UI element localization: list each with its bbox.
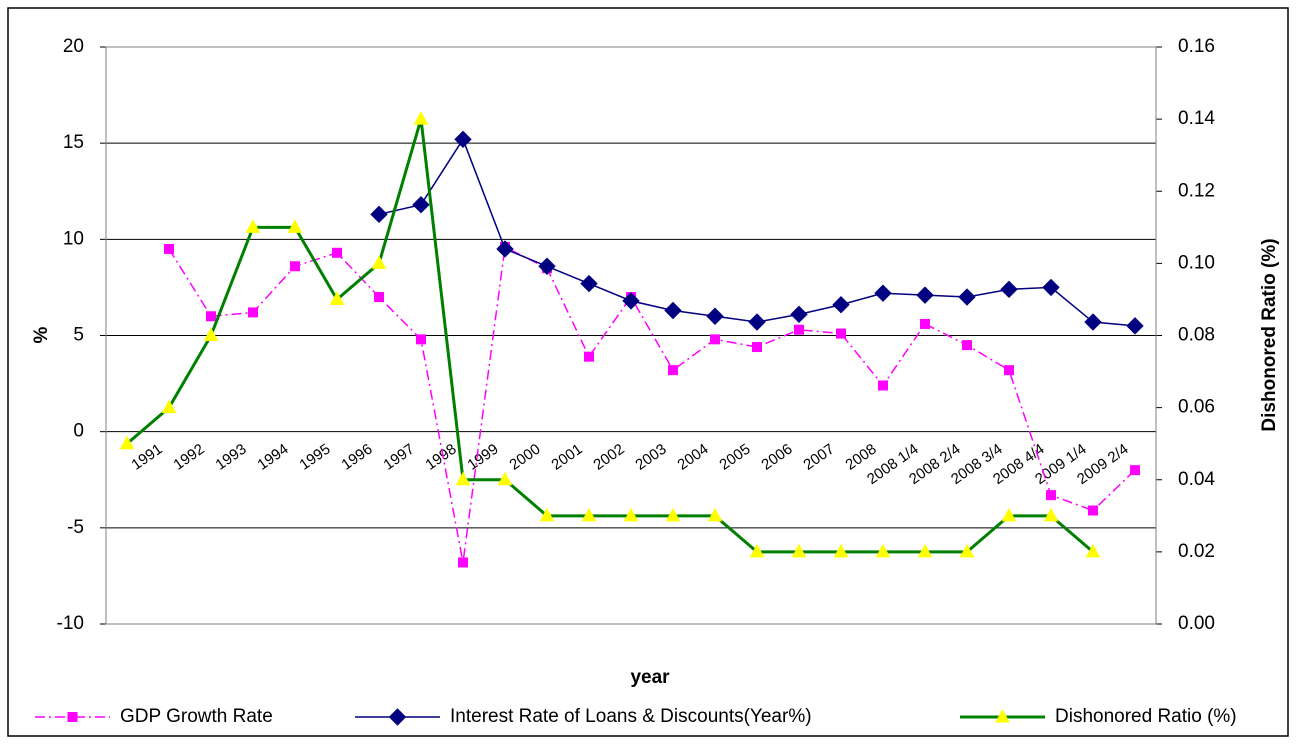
data-point — [1042, 278, 1060, 297]
data-point — [248, 307, 258, 318]
data-point — [538, 257, 556, 275]
y2-tick-label: 0.06 — [1178, 397, 1215, 418]
data-point — [245, 219, 261, 233]
data-point — [584, 351, 594, 362]
plot-area — [105, 46, 1157, 625]
data-point — [164, 243, 174, 254]
data-point — [580, 274, 598, 293]
data-point — [707, 507, 723, 522]
data-point — [748, 313, 766, 331]
data-point — [371, 255, 387, 269]
y2-tick-label: 0.00 — [1178, 613, 1215, 634]
series-line — [168, 245, 1136, 563]
data-point — [412, 196, 430, 214]
y-tick-label: 20 — [63, 36, 84, 57]
data-point — [496, 240, 514, 258]
data-point — [539, 507, 555, 522]
legend-label: Dishonored Ratio (%) — [1055, 706, 1237, 727]
data-point — [623, 507, 639, 522]
data-point — [1126, 317, 1144, 335]
data-point — [1084, 313, 1102, 331]
data-point — [1088, 505, 1098, 516]
data-point — [832, 296, 850, 314]
data-point — [1130, 465, 1140, 476]
data-point — [458, 557, 468, 568]
data-point — [161, 399, 177, 414]
y2-tick-label: 0.10 — [1178, 252, 1215, 273]
y2-tick-label: 0.16 — [1178, 36, 1215, 57]
data-point — [833, 543, 849, 558]
data-point — [962, 340, 972, 351]
y2-axis-title: Dishonored Ratio (%) — [1259, 238, 1280, 431]
y-tick-label: 10 — [63, 228, 84, 249]
x-axis-title: year — [630, 667, 670, 688]
data-point — [1085, 543, 1101, 558]
y-tick-label: 5 — [73, 325, 84, 346]
data-point — [370, 205, 388, 224]
data-point — [665, 507, 681, 522]
y2-tick-label: 0.02 — [1178, 541, 1215, 562]
data-point — [119, 435, 135, 450]
y-axis-title: % — [31, 326, 52, 343]
data-point — [875, 543, 891, 558]
data-point — [287, 219, 303, 233]
legend-marker — [388, 708, 407, 726]
data-point — [1046, 490, 1056, 501]
data-point — [416, 334, 426, 345]
series-line — [126, 118, 1094, 554]
data-point — [622, 292, 640, 310]
legend-label: GDP Growth Rate — [120, 706, 273, 727]
data-point — [959, 543, 975, 558]
data-point — [581, 507, 597, 522]
y-tick-label: -5 — [67, 517, 84, 538]
data-point — [958, 288, 976, 306]
data-point — [794, 324, 804, 335]
data-point — [752, 342, 762, 353]
data-point — [203, 327, 219, 341]
data-point — [454, 130, 472, 149]
data-point — [790, 305, 808, 324]
data-point — [710, 334, 720, 345]
data-point — [664, 301, 682, 320]
data-point — [290, 261, 300, 272]
y2-tick-label: 0.14 — [1178, 108, 1215, 129]
data-point — [1004, 365, 1014, 376]
data-point — [916, 286, 934, 304]
data-point — [455, 471, 471, 486]
data-point — [329, 291, 345, 305]
data-point — [874, 284, 892, 302]
y-tick-label: -10 — [57, 613, 84, 634]
data-point — [1001, 507, 1017, 522]
y-tick-label: 0 — [73, 421, 84, 442]
data-point — [332, 247, 342, 258]
data-point — [206, 311, 216, 322]
data-point — [413, 111, 429, 125]
data-point — [668, 365, 678, 376]
y2-tick-label: 0.08 — [1178, 325, 1215, 346]
data-point — [836, 328, 846, 339]
data-point — [878, 380, 888, 391]
data-point — [1043, 507, 1059, 522]
legend-marker — [995, 708, 1010, 723]
legend-label: Interest Rate of Loans & Discounts(Year%… — [450, 706, 812, 727]
data-point — [791, 543, 807, 558]
data-point — [706, 307, 724, 325]
data-point — [374, 292, 384, 303]
data-point — [920, 318, 930, 329]
chart-border — [7, 7, 1289, 737]
data-point — [749, 543, 765, 558]
legend-marker — [67, 712, 78, 722]
y2-tick-label: 0.12 — [1178, 180, 1215, 201]
data-point — [917, 543, 933, 558]
data-point — [497, 471, 513, 486]
data-point — [1000, 280, 1018, 299]
y-tick-label: 15 — [63, 132, 84, 153]
y2-tick-label: 0.04 — [1178, 469, 1215, 490]
